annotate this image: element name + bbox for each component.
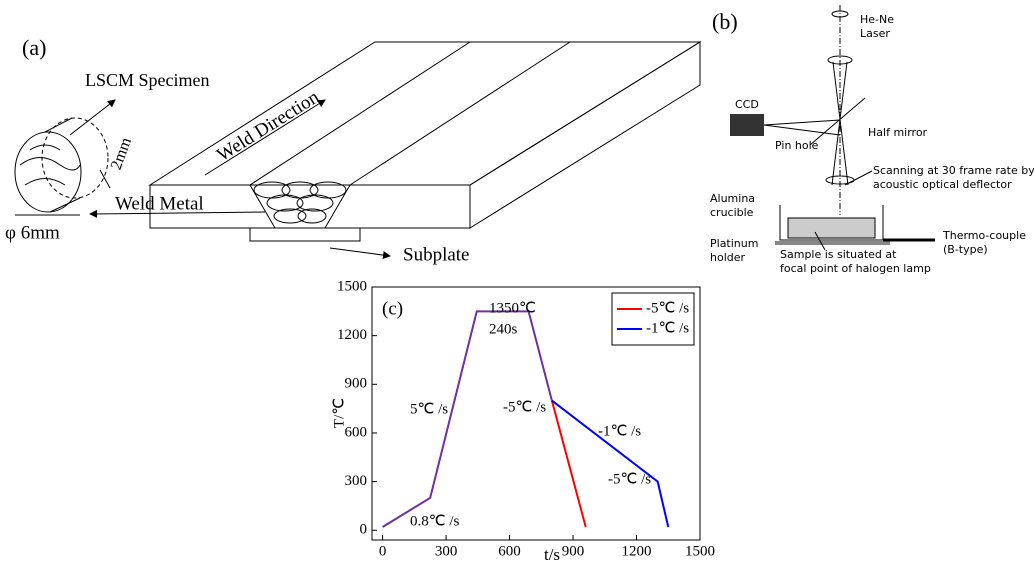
specimen-beads	[20, 145, 80, 185]
sample-label: focal point of halogen lamp	[780, 262, 931, 275]
specimen-back	[42, 118, 108, 198]
thermo-label: (B-type)	[943, 243, 988, 256]
panel-c: 0 300 600 900 1200 1500 0 300 600 900 1200 1500 t/s T…	[331, 278, 715, 563]
panel-a: (a) Weld Direction Subplate Weld Metal L…	[5, 35, 700, 265]
mirror-label: Half mirror	[868, 126, 928, 139]
plate-side	[470, 42, 700, 228]
x-axis-label: t/s	[544, 545, 560, 564]
thermo-label: Thermo-couple	[942, 229, 1026, 242]
annotation: 5℃ /s	[410, 401, 448, 417]
annotation: -5℃ /s	[608, 471, 651, 487]
holder-label: Platinum	[710, 237, 758, 250]
leader	[845, 171, 872, 185]
scan-label: acoustic optical deflector	[873, 178, 1012, 191]
annotation: 0.8℃ /s	[410, 513, 460, 529]
y-tick-label: 1200	[337, 327, 367, 343]
specimen-arrow	[70, 100, 115, 135]
annotation: 240s	[489, 321, 518, 337]
y-tick-label: 600	[345, 424, 368, 440]
y-tick-label: 1500	[337, 278, 367, 294]
x-tick-label: 1200	[622, 543, 652, 559]
y-tick-label: 900	[345, 376, 368, 392]
thickness-label: 2mm	[108, 135, 135, 172]
holder-label: holder	[710, 251, 746, 264]
subplate-arrow	[330, 248, 390, 256]
x-tick-label: 1500	[685, 543, 715, 559]
holder	[775, 241, 890, 245]
specimen-edge	[50, 198, 80, 212]
ccd-label: CCD	[735, 98, 759, 111]
annotation: -5℃ /s	[503, 399, 546, 415]
x-tick-label: 300	[435, 543, 458, 559]
y-tick-label: 300	[345, 473, 368, 489]
sample	[788, 218, 875, 238]
subplate-label: Subplate	[403, 244, 470, 265]
y-tick-label: 0	[360, 522, 368, 538]
subplate	[250, 228, 360, 241]
y-axis-label: T/℃	[331, 398, 347, 428]
data-line	[383, 311, 552, 527]
specimen-label: LSCM Specimen	[85, 70, 210, 90]
laser-label: He-Ne	[860, 13, 894, 26]
beam	[764, 120, 840, 135]
annotation: 1350℃	[489, 300, 536, 316]
x-tick-label: 0	[379, 543, 387, 559]
metal-label: Weld Metal	[115, 193, 204, 214]
weld-beads	[254, 182, 346, 223]
panel-label: (a)	[22, 35, 46, 60]
groove-edge	[350, 42, 570, 185]
data-line	[552, 401, 586, 528]
panel-label: (b)	[712, 9, 738, 34]
x-tick-label: 900	[562, 543, 585, 559]
dim-line	[100, 170, 110, 188]
sample-label: Sample is situated at	[780, 248, 897, 261]
plate-top	[150, 42, 700, 185]
pinhole-label: Pin hole	[775, 139, 819, 152]
x-tick-label: 600	[498, 543, 521, 559]
laser-label: Laser	[860, 27, 890, 40]
crucible-label: Alumina	[710, 192, 755, 205]
panel-b: (b) He-Ne Laser CCD Pin hole Half mirror…	[710, 5, 1034, 275]
scan-label: Scanning at 30 frame rate by	[873, 164, 1034, 177]
legend-label: -1℃ /s	[646, 320, 689, 336]
ccd	[730, 114, 764, 136]
panel-label: (c)	[382, 298, 403, 319]
specimen-face	[15, 132, 81, 212]
legend-label: -5℃ /s	[646, 300, 689, 316]
crucible-label: crucible	[710, 206, 754, 219]
diameter-label: φ 6mm	[5, 222, 60, 243]
direction-label: Weld Direction	[213, 86, 323, 166]
annotation: -1℃ /s	[598, 423, 641, 439]
figure: (a) Weld Direction Subplate Weld Metal L…	[0, 0, 1034, 564]
specimen-edge	[45, 118, 72, 132]
